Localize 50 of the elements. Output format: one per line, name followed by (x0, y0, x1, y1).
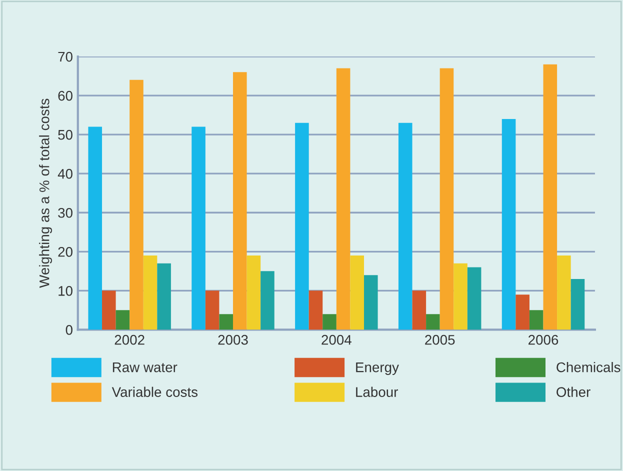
bar (529, 310, 544, 330)
x-tick-label: 2002 (114, 334, 144, 345)
bar (308, 290, 323, 330)
y-tick-label: 60 (58, 90, 72, 101)
bar (557, 256, 571, 330)
bar (516, 294, 530, 330)
y-tick-label: 40 (58, 168, 72, 179)
bar (454, 263, 468, 330)
y-tick-label: 50 (58, 130, 72, 140)
bar (246, 256, 261, 330)
y-tick-label: 30 (58, 208, 72, 218)
bar (467, 267, 482, 330)
bar (336, 68, 350, 330)
x-tick-label: 2005 (425, 334, 455, 345)
legend-label: Variable costs (112, 386, 198, 397)
bar (143, 256, 158, 330)
y-tick-label: 70 (58, 52, 72, 62)
legend-label: Chemicals (556, 362, 620, 372)
legend-label: Other (556, 386, 590, 397)
x-tick-label: 2004 (322, 334, 352, 345)
bar (192, 126, 206, 330)
bar (130, 80, 144, 330)
bar (350, 256, 364, 330)
bar (543, 64, 558, 330)
bar (205, 290, 220, 330)
x-tick-label: 2006 (528, 334, 558, 345)
y-axis-title: Weighting as a % of total costs (39, 98, 52, 288)
y-tick-label: 20 (58, 246, 72, 257)
y-tick-label: 0 (66, 325, 72, 335)
bar (295, 122, 309, 330)
legend-label: Labour (356, 386, 398, 397)
bar (88, 126, 102, 330)
bar (233, 72, 247, 330)
bar (440, 68, 454, 330)
y-tick-label: 10 (58, 286, 72, 296)
legend-label: Raw water (112, 362, 178, 372)
bar (398, 122, 412, 330)
bar (364, 275, 378, 330)
bar (412, 290, 426, 330)
bar (570, 278, 585, 330)
bar (322, 314, 336, 330)
bar (219, 314, 233, 330)
bar (260, 271, 274, 330)
legend-label: Energy (356, 362, 399, 375)
bar (157, 263, 171, 330)
bar (102, 290, 116, 330)
bar (502, 118, 516, 330)
bar (116, 310, 130, 330)
x-tick-label: 2003 (218, 334, 248, 345)
bar (426, 314, 440, 330)
